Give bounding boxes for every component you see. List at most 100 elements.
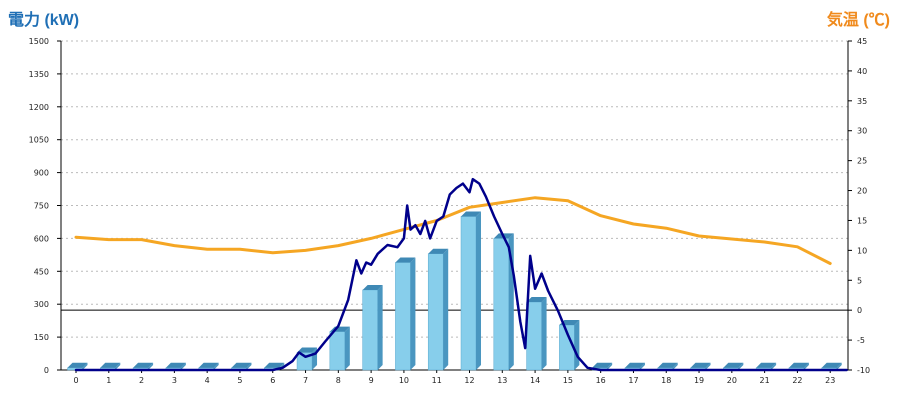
left-tick-label: 150 — [34, 333, 49, 342]
x-tick-label: 22 — [792, 376, 802, 385]
right-tick-label: 20 — [857, 187, 867, 196]
power-line — [74, 177, 848, 372]
bar-side — [771, 362, 777, 370]
x-tick-label: 18 — [661, 376, 671, 385]
x-tick-label: 12 — [464, 376, 474, 385]
right-tick-label: 45 — [857, 37, 867, 46]
x-tick-label: 21 — [760, 376, 770, 385]
bar-side — [607, 362, 613, 370]
bar-top — [198, 362, 219, 368]
bar-top — [165, 362, 186, 368]
right-tick-label: -5 — [857, 336, 865, 345]
x-tick-label: 23 — [825, 376, 835, 385]
x-tick-label: 20 — [727, 376, 737, 385]
bar-side — [115, 362, 121, 370]
bar — [395, 262, 411, 371]
left-tick-label: 1200 — [29, 103, 49, 112]
bar-side — [738, 362, 744, 370]
bar-top — [362, 284, 383, 290]
x-tick-label: 17 — [628, 376, 638, 385]
bar-side — [180, 362, 186, 370]
left-tick-label: 600 — [34, 234, 49, 243]
bar-side — [148, 362, 154, 370]
left-tick-label: 1500 — [29, 37, 49, 46]
x-tick-label: 5 — [237, 376, 242, 385]
bar-top — [526, 297, 547, 303]
x-tick-label: 13 — [497, 376, 507, 385]
right-axis-title: 気温 (℃) — [826, 12, 890, 29]
bar-top — [461, 211, 481, 217]
right-tick-label: 30 — [857, 127, 867, 136]
right-tick-label: 5 — [857, 276, 862, 285]
x-tick-label: 1 — [106, 376, 111, 385]
bar — [362, 289, 378, 371]
x-tick-label: 19 — [694, 376, 704, 385]
bar-side — [574, 320, 580, 370]
x-tick-label: 0 — [73, 376, 78, 385]
bar — [526, 301, 542, 371]
left-tick-label: 450 — [34, 267, 49, 276]
bar — [493, 238, 510, 371]
bar-top — [657, 362, 678, 368]
bar-side — [377, 284, 383, 370]
bar-top — [67, 362, 88, 368]
bar-top — [624, 362, 645, 368]
right-tick-label: 35 — [857, 97, 867, 106]
x-tick-label: 2 — [139, 376, 144, 385]
bar-top — [723, 362, 744, 368]
right-tick-label: 10 — [857, 246, 867, 255]
bar-top — [690, 362, 711, 368]
bar-top — [264, 362, 285, 368]
bar-side — [443, 248, 449, 370]
bar-side — [639, 362, 645, 370]
right-tick-label: 25 — [857, 157, 867, 166]
temperature-line — [74, 196, 832, 265]
x-tick-label: 6 — [270, 376, 275, 385]
x-tick-label: 4 — [205, 376, 210, 385]
bar-side — [476, 211, 481, 370]
bar-top — [395, 257, 416, 263]
x-tick-label: 3 — [172, 376, 177, 385]
bar-side — [213, 362, 219, 370]
x-tick-label: 16 — [596, 376, 606, 385]
bar-top — [788, 362, 809, 368]
bar-top — [821, 362, 842, 368]
bar-top — [133, 362, 154, 368]
bar — [427, 253, 444, 371]
left-tick-label: 1350 — [29, 70, 49, 79]
left-tick-label: 750 — [34, 202, 49, 211]
bar-top — [297, 347, 318, 353]
right-tick-label: 0 — [857, 306, 862, 315]
x-tick-label: 14 — [530, 376, 540, 385]
bar-side — [246, 362, 252, 370]
right-tick-label: 40 — [857, 67, 867, 76]
x-tick-label: 11 — [432, 376, 442, 385]
bar-side — [344, 326, 350, 370]
left-axis-title: 電力 (kW) — [8, 12, 80, 29]
bar-top — [100, 362, 121, 368]
bar-side — [410, 257, 416, 370]
bar-top — [428, 248, 449, 254]
left-tick-label: 1050 — [29, 136, 49, 145]
x-tick-label: 8 — [336, 376, 341, 385]
left-tick-label: 0 — [44, 366, 49, 375]
x-tick-label: 15 — [563, 376, 573, 385]
bar-side — [541, 297, 547, 370]
bar-top — [231, 362, 252, 368]
bar-side — [82, 362, 88, 370]
bar-side — [672, 362, 678, 370]
bar — [460, 216, 477, 371]
x-tick-label: 9 — [369, 376, 374, 385]
x-tick-label: 7 — [303, 376, 308, 385]
bar-top — [756, 362, 777, 368]
left-tick-label: 300 — [34, 300, 49, 309]
bar-side — [836, 362, 842, 370]
bar-side — [705, 362, 711, 370]
bar-top — [592, 362, 613, 368]
right-tick-label: -10 — [857, 366, 870, 375]
left-tick-label: 900 — [34, 169, 49, 178]
x-tick-label: 10 — [399, 376, 409, 385]
right-tick-label: 15 — [857, 216, 867, 225]
